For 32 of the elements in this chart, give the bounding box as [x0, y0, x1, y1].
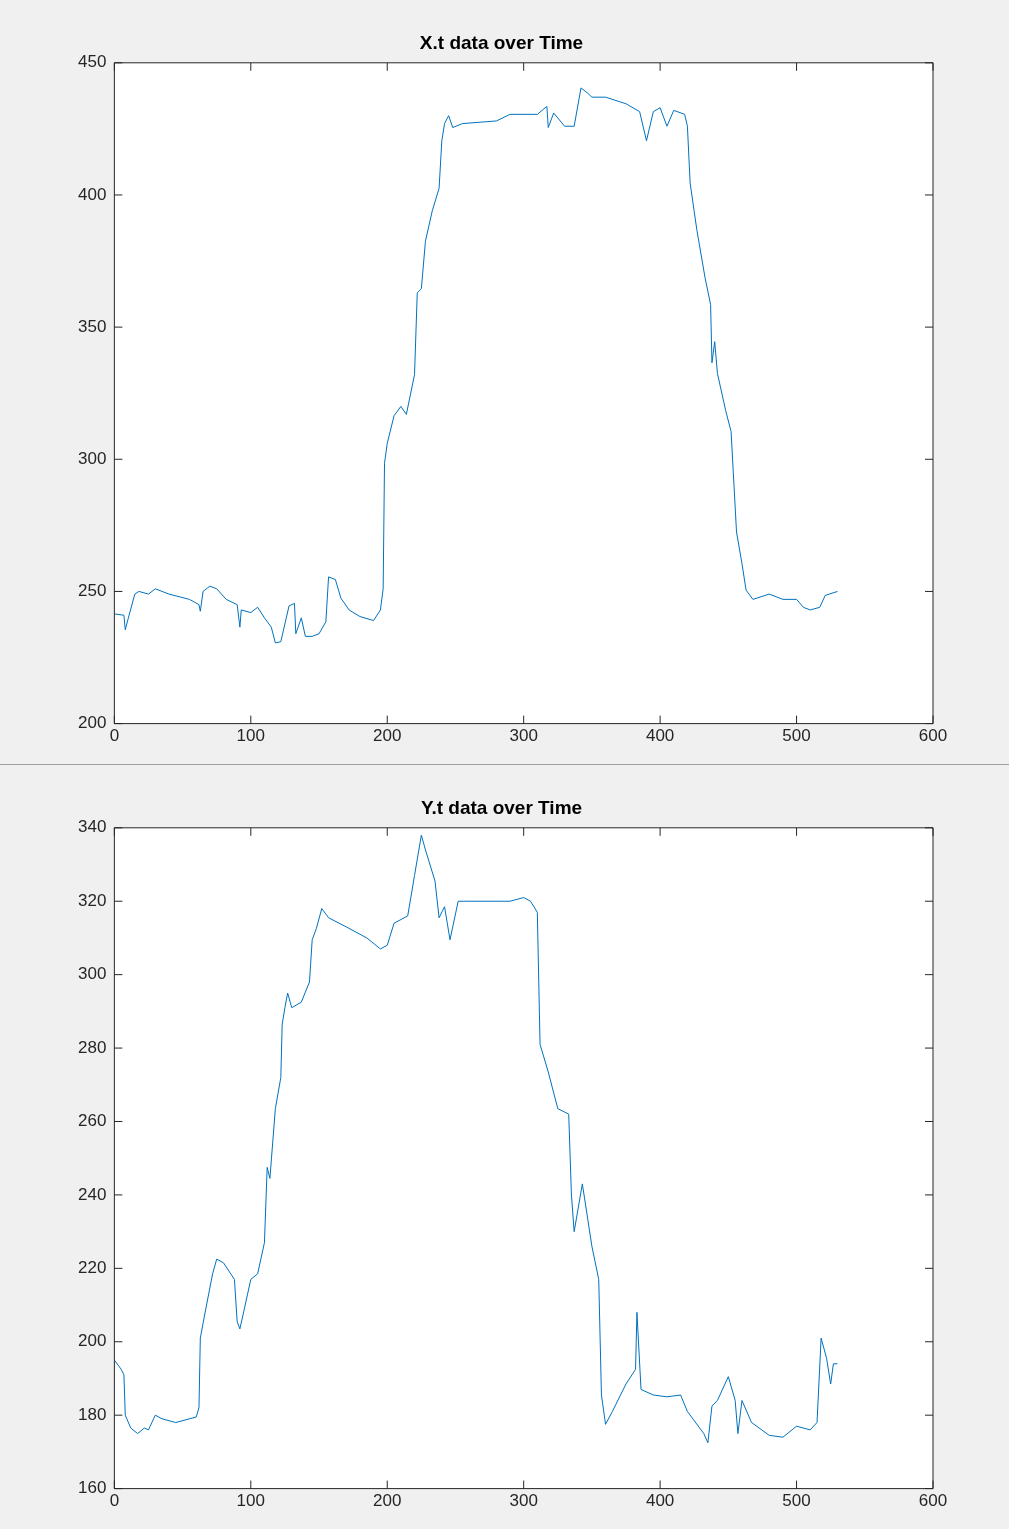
x-tick-label: 200 — [373, 1491, 402, 1511]
y-tick-label: 300 — [77, 448, 107, 468]
y-tick-label: 280 — [77, 1037, 107, 1057]
y-tick-label: 450 — [77, 52, 107, 72]
y-tick-label: 300 — [77, 964, 107, 984]
x-tick-label: 400 — [645, 1491, 675, 1511]
x-tick-label: 300 — [509, 1491, 538, 1511]
x-tick-label: 200 — [373, 726, 402, 746]
y-tick-label: 200 — [77, 713, 107, 733]
chart-title: X.t data over Time — [419, 31, 584, 53]
y-tick-label: 160 — [77, 1478, 107, 1498]
y-tick-label: 350 — [77, 316, 107, 336]
x-tick-label: 600 — [918, 1491, 948, 1511]
y-tick-label: 250 — [77, 581, 107, 601]
x-tick-label: 600 — [918, 726, 948, 746]
x-tick-label: 300 — [509, 726, 538, 746]
chart-title: Y.t data over Time — [420, 796, 583, 818]
x-tick-label: 100 — [236, 726, 265, 746]
y-tick-label: 260 — [77, 1111, 107, 1131]
x-tick-label: 100 — [236, 1491, 265, 1511]
x-tick-label: 0 — [109, 726, 120, 746]
y-tick-label: 340 — [77, 817, 107, 837]
y-tick-label: 240 — [77, 1184, 107, 1204]
x-tick-label: 500 — [782, 1491, 811, 1511]
x-tick-label: 0 — [109, 1491, 120, 1511]
x-tick-label: 500 — [782, 726, 811, 746]
y-tick-label: 200 — [77, 1331, 107, 1351]
y-tick-label: 180 — [77, 1404, 107, 1424]
x-tick-label: 400 — [645, 726, 675, 746]
y-tick-label: 220 — [77, 1258, 107, 1278]
y-tick-label: 400 — [77, 184, 107, 204]
y-tick-label: 320 — [77, 890, 107, 910]
